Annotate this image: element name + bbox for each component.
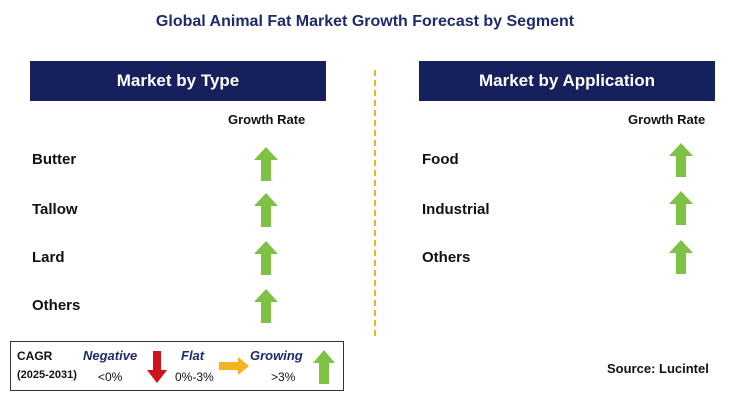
right-arrow-icon bbox=[219, 357, 249, 375]
up-arrow-icon bbox=[254, 147, 278, 181]
legend-period-label: (2025-2031) bbox=[17, 369, 77, 381]
up-arrow-icon bbox=[669, 143, 693, 177]
type-growth-rate-label: Growth Rate bbox=[228, 112, 306, 127]
type-label-butter: Butter bbox=[32, 151, 77, 168]
chart-title: Global Animal Fat Market Growth Forecast… bbox=[155, 13, 575, 30]
legend-negative-range: <0% bbox=[98, 370, 123, 384]
application-label-others: Others bbox=[422, 249, 471, 266]
application-label-food: Food bbox=[422, 151, 459, 168]
application-panel-header: Market by Application bbox=[419, 61, 715, 101]
down-arrow-icon bbox=[147, 351, 167, 383]
legend-growing-range: >3% bbox=[271, 370, 296, 384]
panel-divider bbox=[374, 70, 376, 336]
up-arrow-icon bbox=[254, 289, 278, 323]
type-label-lard: Lard bbox=[32, 249, 65, 266]
type-label-tallow: Tallow bbox=[32, 201, 78, 218]
application-growth-rate-label: Growth Rate bbox=[628, 112, 706, 127]
up-arrow-icon bbox=[669, 191, 693, 225]
application-label-industrial: Industrial bbox=[422, 201, 490, 218]
legend-cagr-label: CAGR bbox=[17, 349, 53, 363]
type-panel-header: Market by Type bbox=[30, 61, 326, 101]
source-label: Source: Lucintel bbox=[607, 361, 709, 376]
legend-flat-range: 0%-3% bbox=[175, 370, 214, 384]
legend-negative-label: Negative bbox=[83, 348, 138, 363]
legend-flat-label: Flat bbox=[181, 348, 205, 363]
type-label-others: Others bbox=[32, 297, 81, 314]
legend-growing-label: Growing bbox=[250, 348, 303, 363]
up-arrow-icon bbox=[254, 241, 278, 275]
up-arrow-icon bbox=[313, 350, 335, 384]
cagr-legend bbox=[10, 341, 344, 391]
up-arrow-icon bbox=[669, 240, 693, 274]
up-arrow-icon bbox=[254, 193, 278, 227]
